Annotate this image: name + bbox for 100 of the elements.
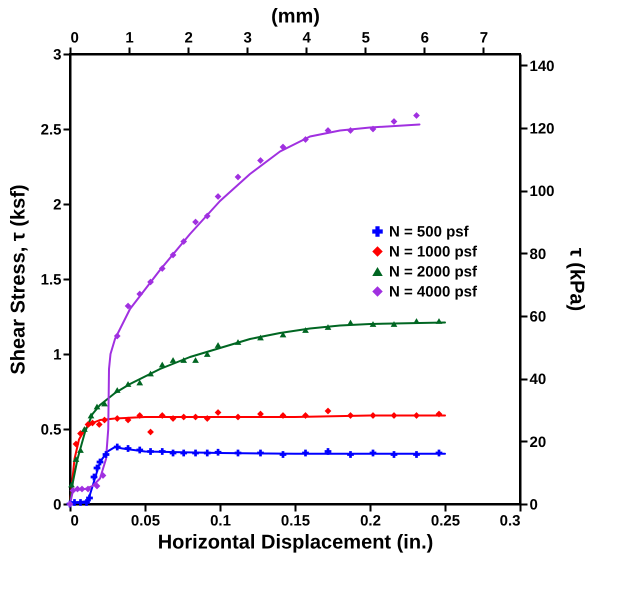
point xyxy=(302,327,309,333)
point xyxy=(84,486,92,492)
point xyxy=(136,380,144,386)
point xyxy=(124,302,132,310)
point xyxy=(214,448,222,456)
point xyxy=(204,415,211,422)
point xyxy=(347,127,354,134)
point xyxy=(347,412,354,419)
point xyxy=(180,450,188,456)
legend-label: N = 2000 psf xyxy=(389,264,478,280)
point xyxy=(413,412,420,419)
point xyxy=(114,415,121,422)
point xyxy=(192,357,199,363)
y-tick-label: 0 xyxy=(53,496,62,514)
point xyxy=(192,450,199,456)
x-tick-label: 0.3 xyxy=(500,512,520,530)
x-tick-label: 0.25 xyxy=(430,512,460,530)
point xyxy=(180,357,188,363)
point xyxy=(147,278,154,286)
point xyxy=(72,440,80,448)
point xyxy=(390,451,398,458)
point xyxy=(280,412,286,419)
point xyxy=(147,370,154,376)
point xyxy=(83,499,90,506)
x2-tick-label: 1 xyxy=(125,30,134,46)
point xyxy=(257,450,264,456)
y2-tick-label: 100 xyxy=(530,183,555,200)
y2-tick-label: 120 xyxy=(530,120,555,138)
point xyxy=(347,320,354,326)
point xyxy=(324,408,332,414)
point xyxy=(324,448,332,455)
point xyxy=(302,450,309,456)
point xyxy=(214,342,222,348)
x-tick-label: 0 xyxy=(70,512,79,530)
point xyxy=(94,404,100,410)
point xyxy=(257,334,264,340)
point xyxy=(114,444,121,450)
point xyxy=(370,321,376,327)
point xyxy=(114,332,121,340)
point xyxy=(370,450,376,456)
y2-tick-label: 0 xyxy=(530,496,538,514)
point xyxy=(192,414,199,420)
point xyxy=(390,321,398,327)
point xyxy=(302,412,309,419)
y-tick-label: 1 xyxy=(53,346,62,364)
point xyxy=(124,381,132,387)
point xyxy=(68,482,75,488)
point xyxy=(234,414,242,420)
point xyxy=(77,430,84,437)
point xyxy=(390,412,398,419)
point xyxy=(88,412,94,418)
legend-label: N = 500 psf xyxy=(389,224,470,240)
point xyxy=(214,409,222,416)
legend-label: N = 4000 psf xyxy=(389,284,478,300)
point xyxy=(204,450,211,456)
point xyxy=(280,451,286,458)
point xyxy=(436,410,442,418)
x2-axis-title: (mm) xyxy=(271,6,320,28)
legend-label: N = 1000 psf xyxy=(389,244,478,260)
point xyxy=(170,357,176,363)
point xyxy=(96,421,103,428)
point xyxy=(136,446,144,454)
point xyxy=(413,112,420,119)
point xyxy=(390,118,398,125)
point xyxy=(96,458,104,466)
x2-tick-label: 5 xyxy=(362,30,370,46)
point xyxy=(101,416,108,424)
point xyxy=(100,472,106,479)
point xyxy=(94,464,100,472)
point xyxy=(280,332,286,338)
point xyxy=(280,144,286,150)
y2-tick-label: 20 xyxy=(530,434,546,451)
x-axis-title: Horizontal Displacement (in.) xyxy=(158,532,434,554)
y2-tick-label: 40 xyxy=(530,371,546,388)
point xyxy=(234,174,242,180)
point xyxy=(90,474,98,480)
y2-tick-label: 60 xyxy=(530,308,546,326)
point xyxy=(78,486,86,492)
x2-tick-label: 3 xyxy=(243,30,252,46)
point xyxy=(204,212,211,220)
point xyxy=(89,420,96,426)
point xyxy=(147,428,154,436)
point xyxy=(124,416,132,424)
y2-axis-title: τ (kPa) xyxy=(566,248,588,312)
point xyxy=(170,415,176,422)
point xyxy=(234,450,242,456)
point xyxy=(124,445,132,452)
point xyxy=(370,412,376,419)
y2-tick-label: 80 xyxy=(530,246,546,263)
x-tick-label: 0.1 xyxy=(210,512,231,530)
point xyxy=(72,456,80,462)
point xyxy=(170,450,176,456)
point xyxy=(71,499,78,506)
point xyxy=(302,136,309,143)
x-tick-label: 0.05 xyxy=(130,512,160,530)
y-tick-label: 1.5 xyxy=(40,272,62,288)
x2-tick-label: 0 xyxy=(70,30,79,46)
point xyxy=(170,252,176,258)
point xyxy=(147,448,154,455)
point xyxy=(114,387,121,393)
